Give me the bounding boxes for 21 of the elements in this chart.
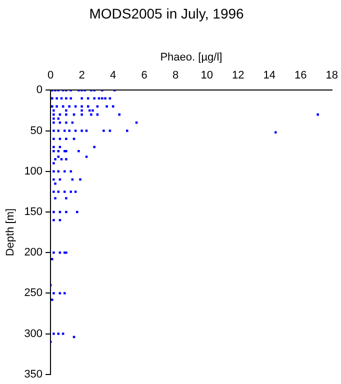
- y-tick-label: 150: [24, 206, 43, 218]
- x-tick-label: 14: [263, 70, 276, 82]
- y-axis-title: Depth [m]: [4, 208, 17, 256]
- x-tick-label: 4: [110, 70, 116, 82]
- y-tick-label: 0: [36, 84, 43, 96]
- x-tick-label: 12: [232, 70, 244, 82]
- x-axis-title: Phaeo. [µg/l]: [160, 51, 222, 64]
- y-tick-label: 50: [30, 124, 43, 137]
- x-tick-label: 0: [47, 70, 54, 82]
- x-tick-label: 18: [326, 70, 338, 82]
- chart-title: MODS2005 in July, 1996: [89, 5, 244, 22]
- y-tick-label: 300: [24, 328, 43, 340]
- x-tick-label: 16: [294, 70, 307, 82]
- x-tick-label: 6: [141, 70, 148, 82]
- x-tick-label: 10: [200, 70, 213, 82]
- x-tick-label: 2: [78, 70, 85, 82]
- y-tick-label: 100: [24, 165, 43, 178]
- x-tick-label: 8: [172, 70, 179, 82]
- y-tick-label: 350: [24, 368, 43, 380]
- y-tick-label: 200: [24, 246, 43, 259]
- y-tick-label: 250: [24, 287, 43, 300]
